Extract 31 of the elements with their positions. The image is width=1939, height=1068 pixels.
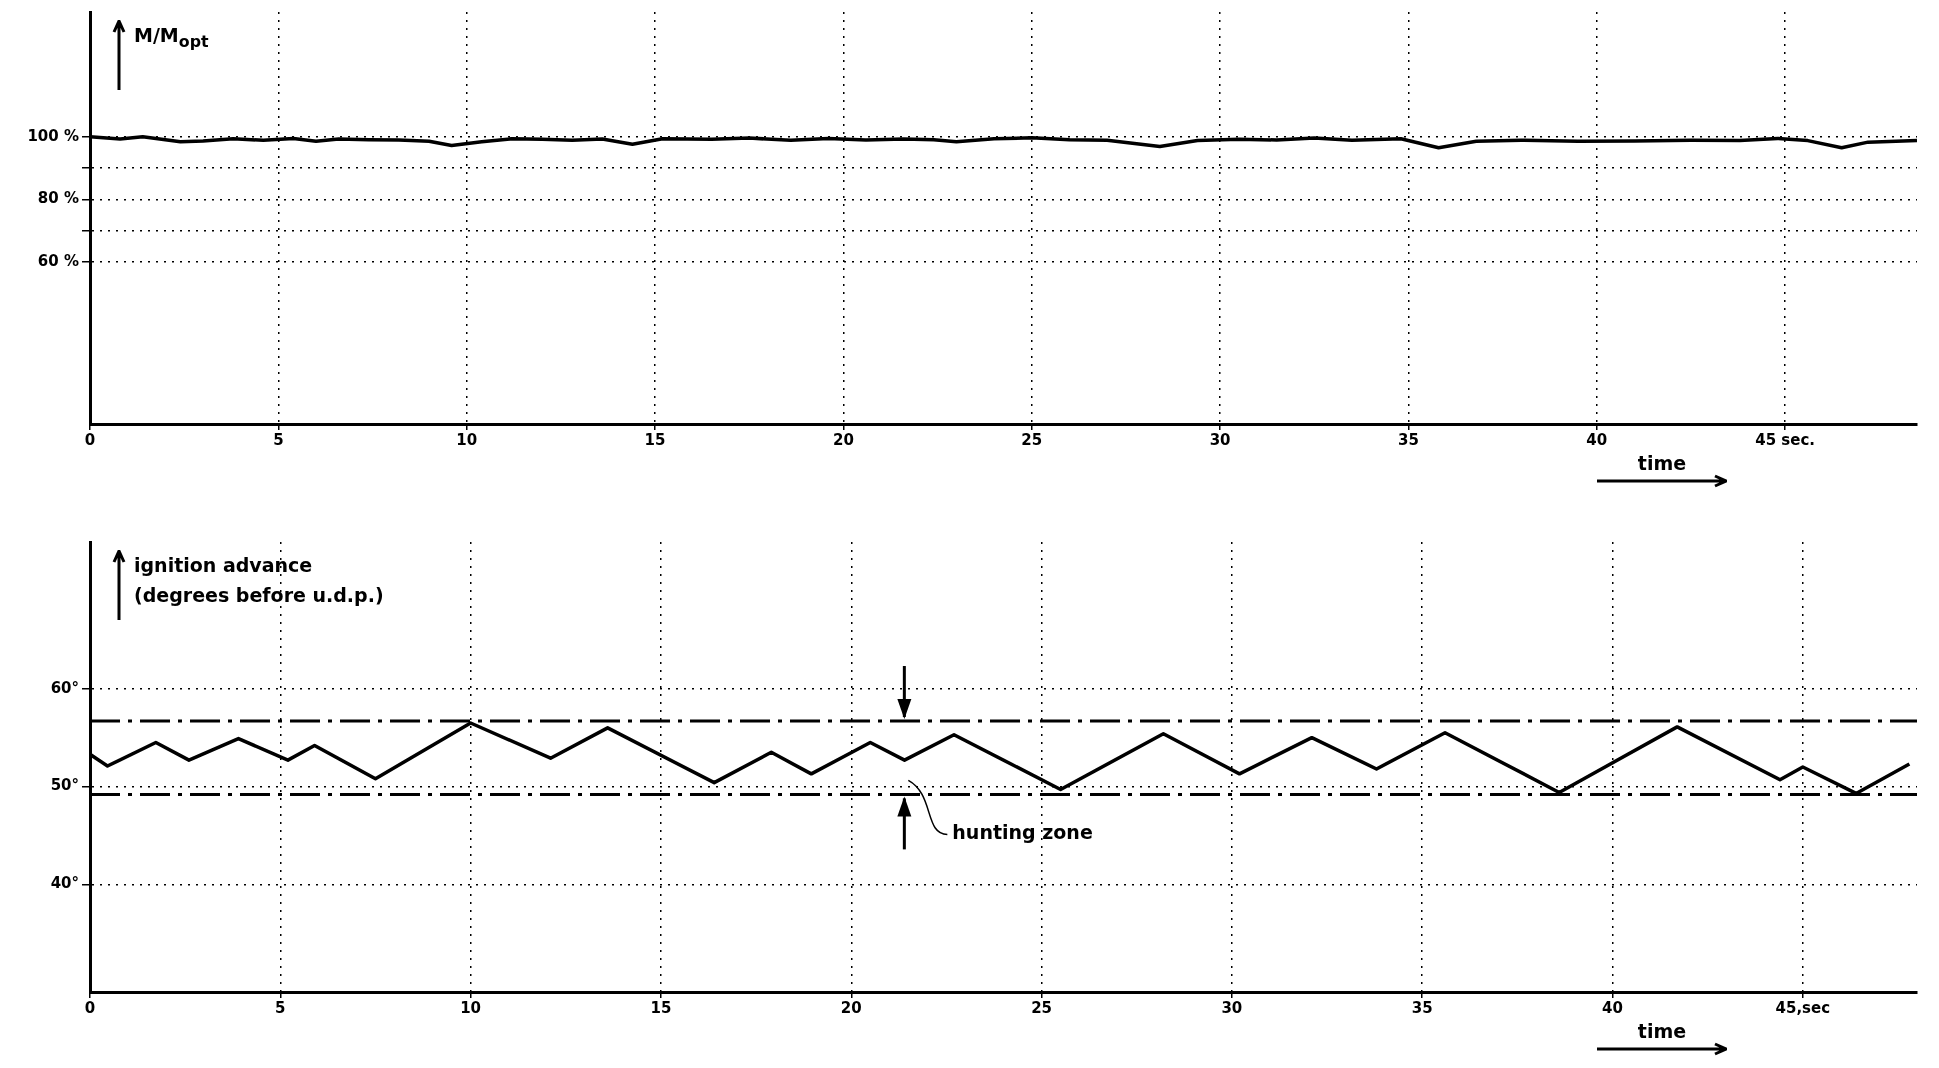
x-tick-label: 20 (840, 999, 862, 1018)
x-tick-label: 5 (275, 999, 286, 1018)
x-tick-label: 40 (1602, 999, 1623, 1018)
x-tick-label: 10 (460, 999, 482, 1018)
x-tick-label: 10 (456, 431, 478, 450)
annotation: hunting zone (952, 821, 1093, 844)
y-tick-label: 60 % (37, 251, 79, 270)
x-tick-label: 25 (1031, 999, 1052, 1018)
x-tick-label: 30 (1209, 431, 1231, 450)
x-tick-label: 25 (1021, 431, 1043, 450)
x-tick-label: 35 (1398, 431, 1419, 450)
x-axis-title: time (1636, 452, 1688, 474)
y-tick-label: 80 % (37, 189, 79, 208)
x-tick-label: 0 (84, 999, 96, 1018)
x-tick-label: 20 (832, 431, 854, 450)
x-tick-label: 30 (1221, 999, 1243, 1018)
x-tick-label: 45,sec (1775, 999, 1831, 1018)
y-tick-label: 100 % (27, 126, 79, 145)
y-tick-label: 60° (50, 678, 79, 697)
y-axis-title: M/M$_{opt}$ (134, 23, 209, 53)
y-axis-title: ignition advance (degrees before u.d.p.) (134, 553, 384, 609)
x-tick-label: 0 (84, 431, 96, 450)
y-tick-label: 50° (50, 776, 79, 795)
x-tick-label: 15 (650, 999, 672, 1018)
x-tick-label: 15 (644, 431, 666, 450)
x-tick-label: 5 (273, 431, 284, 450)
x-axis-title: time (1636, 1020, 1688, 1042)
x-tick-label: 40 (1586, 431, 1608, 450)
x-tick-label: 35 (1411, 999, 1433, 1018)
x-tick-label: 45 sec. (1755, 431, 1816, 450)
y-tick-label: 40° (50, 874, 79, 893)
